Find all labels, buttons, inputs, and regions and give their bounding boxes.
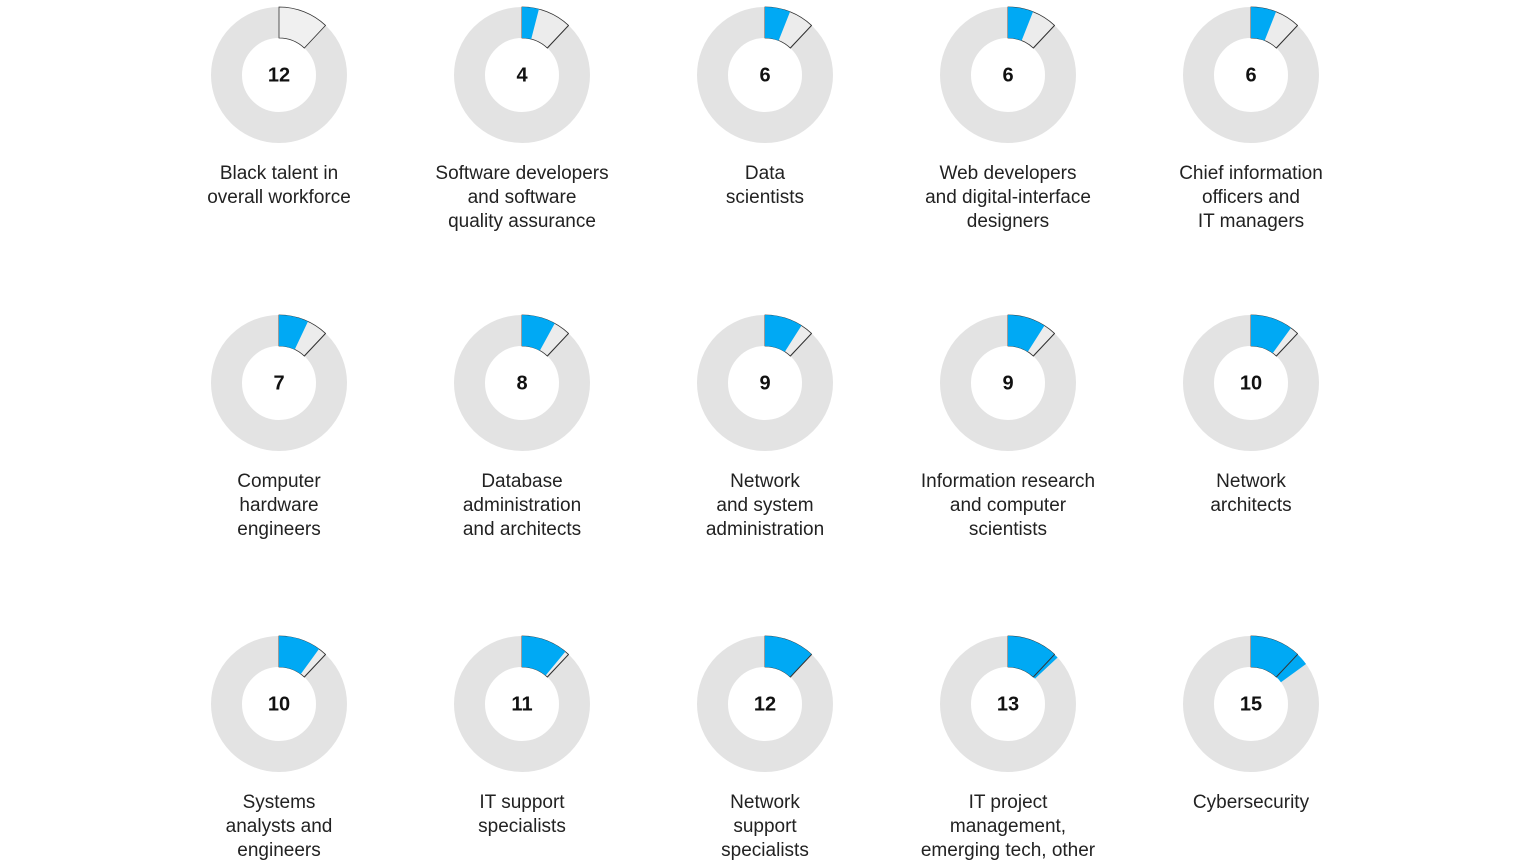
donut: 6 Web developers and digital-interface desi…	[925, 6, 1091, 232]
donut-value: 13	[997, 693, 1019, 715]
reference-line	[789, 333, 812, 357]
donut-label: scientists	[726, 187, 804, 208]
value-wedge	[1008, 636, 1058, 679]
donut-value: 11	[511, 693, 532, 715]
donut-label: administration	[463, 495, 581, 516]
reference-line	[1275, 25, 1298, 49]
donut-value: 9	[759, 372, 770, 394]
donut-label: IT managers	[1198, 211, 1304, 232]
donut: 12 Black talent in overall workforce	[207, 6, 351, 208]
reference-line	[1275, 654, 1298, 678]
donut: 9 Information research and computer scienti…	[921, 314, 1095, 540]
donut-label: administration	[706, 519, 824, 540]
donut-label: Chief information	[1179, 163, 1323, 184]
donut-value: 8	[516, 372, 527, 394]
donut: 7 Computer hardware engineers	[211, 314, 347, 540]
donut-value: 6	[759, 64, 770, 86]
value-wedge	[1008, 315, 1045, 352]
donut: 6 Chief information officers and IT manager…	[1179, 6, 1323, 232]
donut-value: 4	[516, 64, 528, 86]
donut-label: IT project	[969, 792, 1049, 813]
value-wedge	[522, 636, 566, 676]
reference-line	[1275, 333, 1298, 357]
donut-label: and digital-interface	[925, 187, 1091, 208]
donut-label: Network	[1216, 471, 1286, 492]
donut-label: overall workforce	[207, 187, 351, 208]
value-wedge	[1008, 7, 1034, 41]
donut-label: architects	[1210, 495, 1291, 516]
donut-label: management,	[950, 816, 1066, 837]
reference-line	[1032, 333, 1055, 357]
reference-line	[1032, 25, 1055, 49]
donut-label: support	[733, 816, 797, 837]
donut-label: Network	[730, 471, 800, 492]
reference-line	[303, 333, 326, 357]
reference-wedge	[278, 6, 327, 49]
donut-value: 6	[1245, 64, 1256, 86]
donut-value: 12	[268, 64, 290, 86]
reference-line	[546, 333, 569, 357]
donut-label: Information research	[921, 471, 1095, 492]
reference-line	[789, 654, 812, 678]
donut-label: and system	[716, 495, 813, 516]
donut: 11 IT support specialists	[454, 635, 590, 837]
donut-label: Web developers	[940, 163, 1077, 184]
donut-label: Software developers	[435, 163, 608, 184]
value-wedge	[1251, 315, 1291, 354]
donut-label: Network	[730, 792, 800, 813]
donut-label: Systems	[243, 792, 316, 813]
donut-label: and computer	[950, 495, 1067, 516]
donut-value: 7	[273, 372, 284, 394]
donut-label: IT support	[479, 792, 565, 813]
reference-line	[303, 654, 326, 678]
donut: 12 Network support specialists	[697, 635, 833, 861]
donut: 10 Network architects	[1183, 314, 1319, 516]
donut-value: 10	[268, 693, 290, 715]
donut-label: designers	[967, 211, 1049, 232]
donut-label: Black talent in	[220, 163, 338, 184]
reference-line	[546, 654, 569, 678]
donut: 13 IT project management, emerging tech, ot…	[921, 635, 1096, 861]
donut-label: and architects	[463, 519, 581, 540]
donut-value: 9	[1002, 372, 1013, 394]
donut-label: engineers	[237, 840, 320, 861]
value-wedge	[279, 635, 319, 675]
donut-label: and software	[468, 187, 577, 208]
donut-label: quality assurance	[448, 211, 596, 232]
reference-line	[789, 25, 812, 49]
donut: 15 Cybersecurity	[1183, 635, 1319, 813]
value-wedge	[522, 7, 539, 40]
donut: 8 Database administration and architects	[454, 314, 590, 540]
donut: 9 Network and system administration	[697, 314, 833, 540]
value-wedge	[1251, 636, 1307, 683]
donut-label: hardware	[239, 495, 318, 516]
donut-label: Data	[745, 163, 786, 184]
donut-label: analysts and	[226, 816, 333, 837]
donut-value: 6	[1002, 64, 1013, 86]
value-wedge	[522, 315, 555, 351]
donut-label: officers and	[1202, 187, 1300, 208]
donut-label: scientists	[969, 519, 1047, 540]
donut-value: 12	[754, 693, 776, 715]
donut: 6 Data scientists	[697, 6, 833, 208]
donut: 10 Systems analysts and engineers	[211, 635, 347, 861]
donut-label: emerging tech, other	[921, 840, 1096, 861]
value-wedge	[1251, 7, 1277, 41]
value-wedge	[765, 7, 791, 41]
reference-line	[546, 25, 569, 49]
donut-label: Computer	[237, 471, 321, 492]
donut-label: engineers	[237, 519, 320, 540]
value-wedge	[765, 315, 802, 352]
donut-label: Database	[481, 471, 562, 492]
reference-line	[1032, 654, 1055, 678]
donut-label: specialists	[478, 816, 566, 837]
donut-value: 15	[1240, 693, 1262, 715]
donut-label: specialists	[721, 840, 809, 861]
donut: 4 Software developers and software quality …	[435, 6, 609, 232]
donut-value: 10	[1240, 372, 1262, 394]
value-wedge	[279, 315, 308, 350]
donut-label: Cybersecurity	[1193, 792, 1310, 813]
